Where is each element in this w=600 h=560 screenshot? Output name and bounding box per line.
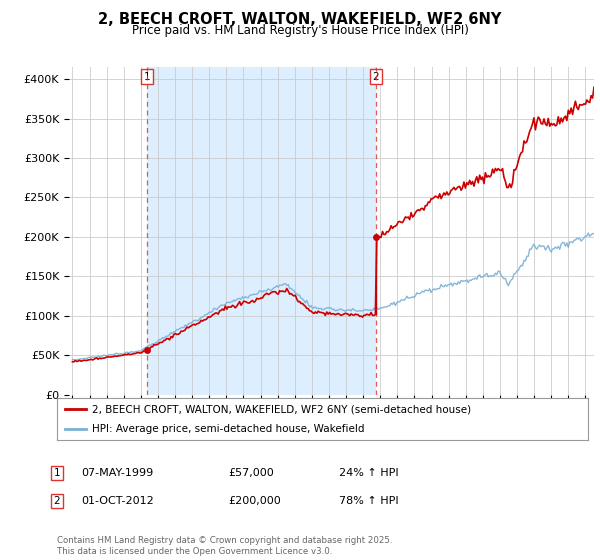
Text: Price paid vs. HM Land Registry's House Price Index (HPI): Price paid vs. HM Land Registry's House …	[131, 24, 469, 36]
Text: £57,000: £57,000	[228, 468, 274, 478]
Text: 07-MAY-1999: 07-MAY-1999	[81, 468, 153, 478]
Text: 2: 2	[53, 496, 61, 506]
Text: Contains HM Land Registry data © Crown copyright and database right 2025.
This d: Contains HM Land Registry data © Crown c…	[57, 536, 392, 556]
Bar	[147, 67, 376, 395]
Text: 78% ↑ HPI: 78% ↑ HPI	[339, 496, 398, 506]
Text: 24% ↑ HPI: 24% ↑ HPI	[339, 468, 398, 478]
Text: 01-OCT-2012: 01-OCT-2012	[81, 496, 154, 506]
Text: 1: 1	[53, 468, 61, 478]
Text: 1: 1	[143, 72, 150, 82]
Text: £200,000: £200,000	[228, 496, 281, 506]
Text: 2, BEECH CROFT, WALTON, WAKEFIELD, WF2 6NY (semi-detached house): 2, BEECH CROFT, WALTON, WAKEFIELD, WF2 6…	[92, 404, 470, 414]
Text: 2, BEECH CROFT, WALTON, WAKEFIELD, WF2 6NY: 2, BEECH CROFT, WALTON, WAKEFIELD, WF2 6…	[98, 12, 502, 27]
Text: 2: 2	[373, 72, 379, 82]
Text: HPI: Average price, semi-detached house, Wakefield: HPI: Average price, semi-detached house,…	[92, 424, 364, 434]
